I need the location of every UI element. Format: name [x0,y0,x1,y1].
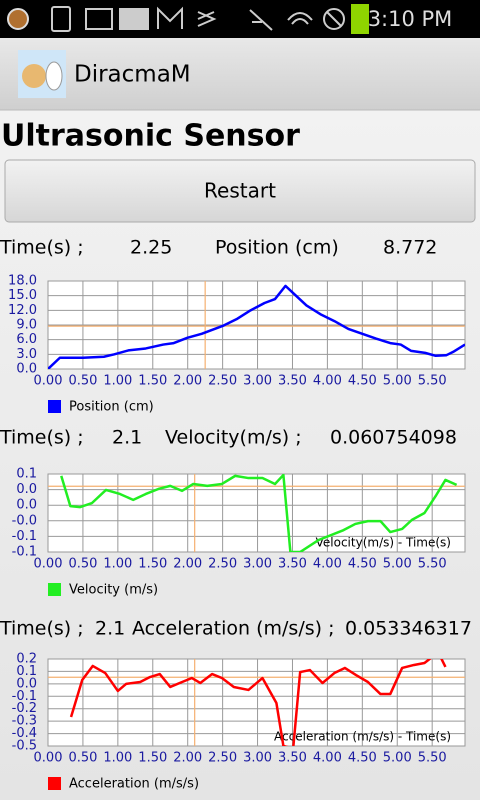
legend-swatch [48,777,61,790]
readout-y-value: 8.772 [383,237,437,259]
x-tick-label: 1.00 [103,557,132,572]
readout-x-label: Time(s) ; [0,237,84,259]
y-tick-label: 0.0 [16,498,37,513]
x-tick-label: 2.50 [208,557,237,572]
x-tick-label: 5.50 [418,374,447,389]
chart: 0.00 0.50 1.00 1.50 2.00 2.50 3.00 3.50 4.00 4.50… [8,274,466,415]
y-tick-label: 18.0 [8,274,37,289]
x-tick-label: 5.00 [383,751,412,766]
x-tick-label: 3.50 [278,557,307,572]
legend-swatch [48,583,61,596]
x-tick-label: 1.50 [138,374,167,389]
x-tick-label: 0.00 [34,751,63,766]
restart-button[interactable]: Restart [4,159,476,223]
x-tick-label: 1.00 [103,374,132,389]
y-tick-label: -0.1 [12,545,37,560]
heading: Ultrasonic Sensor [1,119,300,154]
x-tick-label: 5.50 [418,557,447,572]
readout-y-value: 0.053346317 [345,618,472,640]
y-tick-label: 0.0 [16,362,37,377]
x-tick-label: 1.50 [138,557,167,572]
y-tick-label: -0.0 [12,513,37,528]
readout-x-label: Time(s) ; [0,427,84,449]
legend-label: Position (cm) [69,400,154,415]
y-tick-label: 6.0 [16,332,37,347]
annotation: Acceleration (m/s/s) - Time(s) [274,730,451,744]
annotation: Velocity(m/s) - Time(s) [316,536,451,550]
x-tick-label: 0.50 [68,374,97,389]
readout-x-label: Time(s) ; [0,618,84,640]
x-tick-label: 3.50 [278,751,307,766]
x-tick-label: 0.00 [34,557,63,572]
x-tick-label: 3.50 [278,374,307,389]
legend-label: Acceleration (m/s/s) [69,777,199,792]
x-tick-label: 2.50 [208,751,237,766]
readout-x-value: 2.1 [112,427,142,449]
x-tick-label: 0.50 [68,557,97,572]
x-tick-label: 1.50 [138,751,167,766]
x-tick-label: 3.00 [243,557,272,572]
app-bar [0,38,480,110]
status-icons [7,4,369,34]
x-tick-label: 4.50 [348,751,377,766]
y-tick-label: 3.0 [16,347,37,362]
readout-y-label: Acceleration (m/s/s) ; [132,618,334,640]
y-tick-label: -0.1 [12,529,37,544]
y-tick-label: 15.0 [8,288,37,303]
x-tick-label: 4.50 [348,557,377,572]
button-surface[interactable] [4,159,476,223]
y-tick-label: -0.2 [12,701,37,716]
x-tick-label: 3.00 [243,374,272,389]
x-tick-label: 2.00 [173,557,202,572]
y-tick-label: 12.0 [8,303,37,318]
readout-y-label: Velocity(m/s) ; [165,427,302,449]
button-label[interactable]: Restart [204,179,276,203]
legend-label: Velocity (m/s) [69,583,158,598]
y-tick-label: 0.1 [16,467,37,482]
x-tick-label: 4.00 [313,557,342,572]
y-tick-label: -0.1 [12,689,37,704]
y-tick-label: 0.0 [16,676,37,691]
x-tick-label: 5.50 [418,751,447,766]
clock: 3:10 PM [368,7,453,31]
x-tick-label: 2.00 [173,374,202,389]
y-tick-label: 9.0 [16,318,37,333]
x-tick-label: 1.00 [103,751,132,766]
x-tick-label: 2.50 [208,374,237,389]
y-tick-label: -0.4 [12,726,37,741]
readout-x-value: 2.1 [95,618,125,640]
x-tick-label: 5.00 [383,374,412,389]
x-tick-label: 2.00 [173,751,202,766]
y-tick-label: -0.3 [12,714,37,729]
y-tick-label: -0.5 [12,739,37,754]
app-title: DiracmaM [74,62,191,88]
legend-swatch [48,400,61,413]
x-tick-label: 4.00 [313,751,342,766]
chart: 0.00 0.50 1.00 1.50 2.00 2.50 3.00 3.50 4.00 4.50… [12,652,466,792]
x-tick-label: 5.00 [383,557,412,572]
x-tick-label: 0.00 [34,374,63,389]
app-icon [18,50,66,98]
y-tick-label: 0.1 [16,664,37,679]
series-line [60,474,458,552]
x-tick-label: 4.00 [313,374,342,389]
chart: 0.00 0.50 1.00 1.50 2.00 2.50 3.00 3.50 4.00 4.50… [12,467,466,598]
x-tick-label: 0.50 [68,751,97,766]
series-line [69,659,447,746]
readout-y-label: Position (cm) [215,237,339,259]
readout-y-value: 0.060754098 [330,427,457,449]
y-tick-label: 0.2 [16,652,37,667]
x-tick-label: 4.50 [348,374,377,389]
readout-x-value: 2.25 [130,237,172,259]
series-line [48,284,465,369]
x-tick-label: 3.00 [243,751,272,766]
status-bar [0,0,480,38]
y-tick-label: 0.0 [16,482,37,497]
